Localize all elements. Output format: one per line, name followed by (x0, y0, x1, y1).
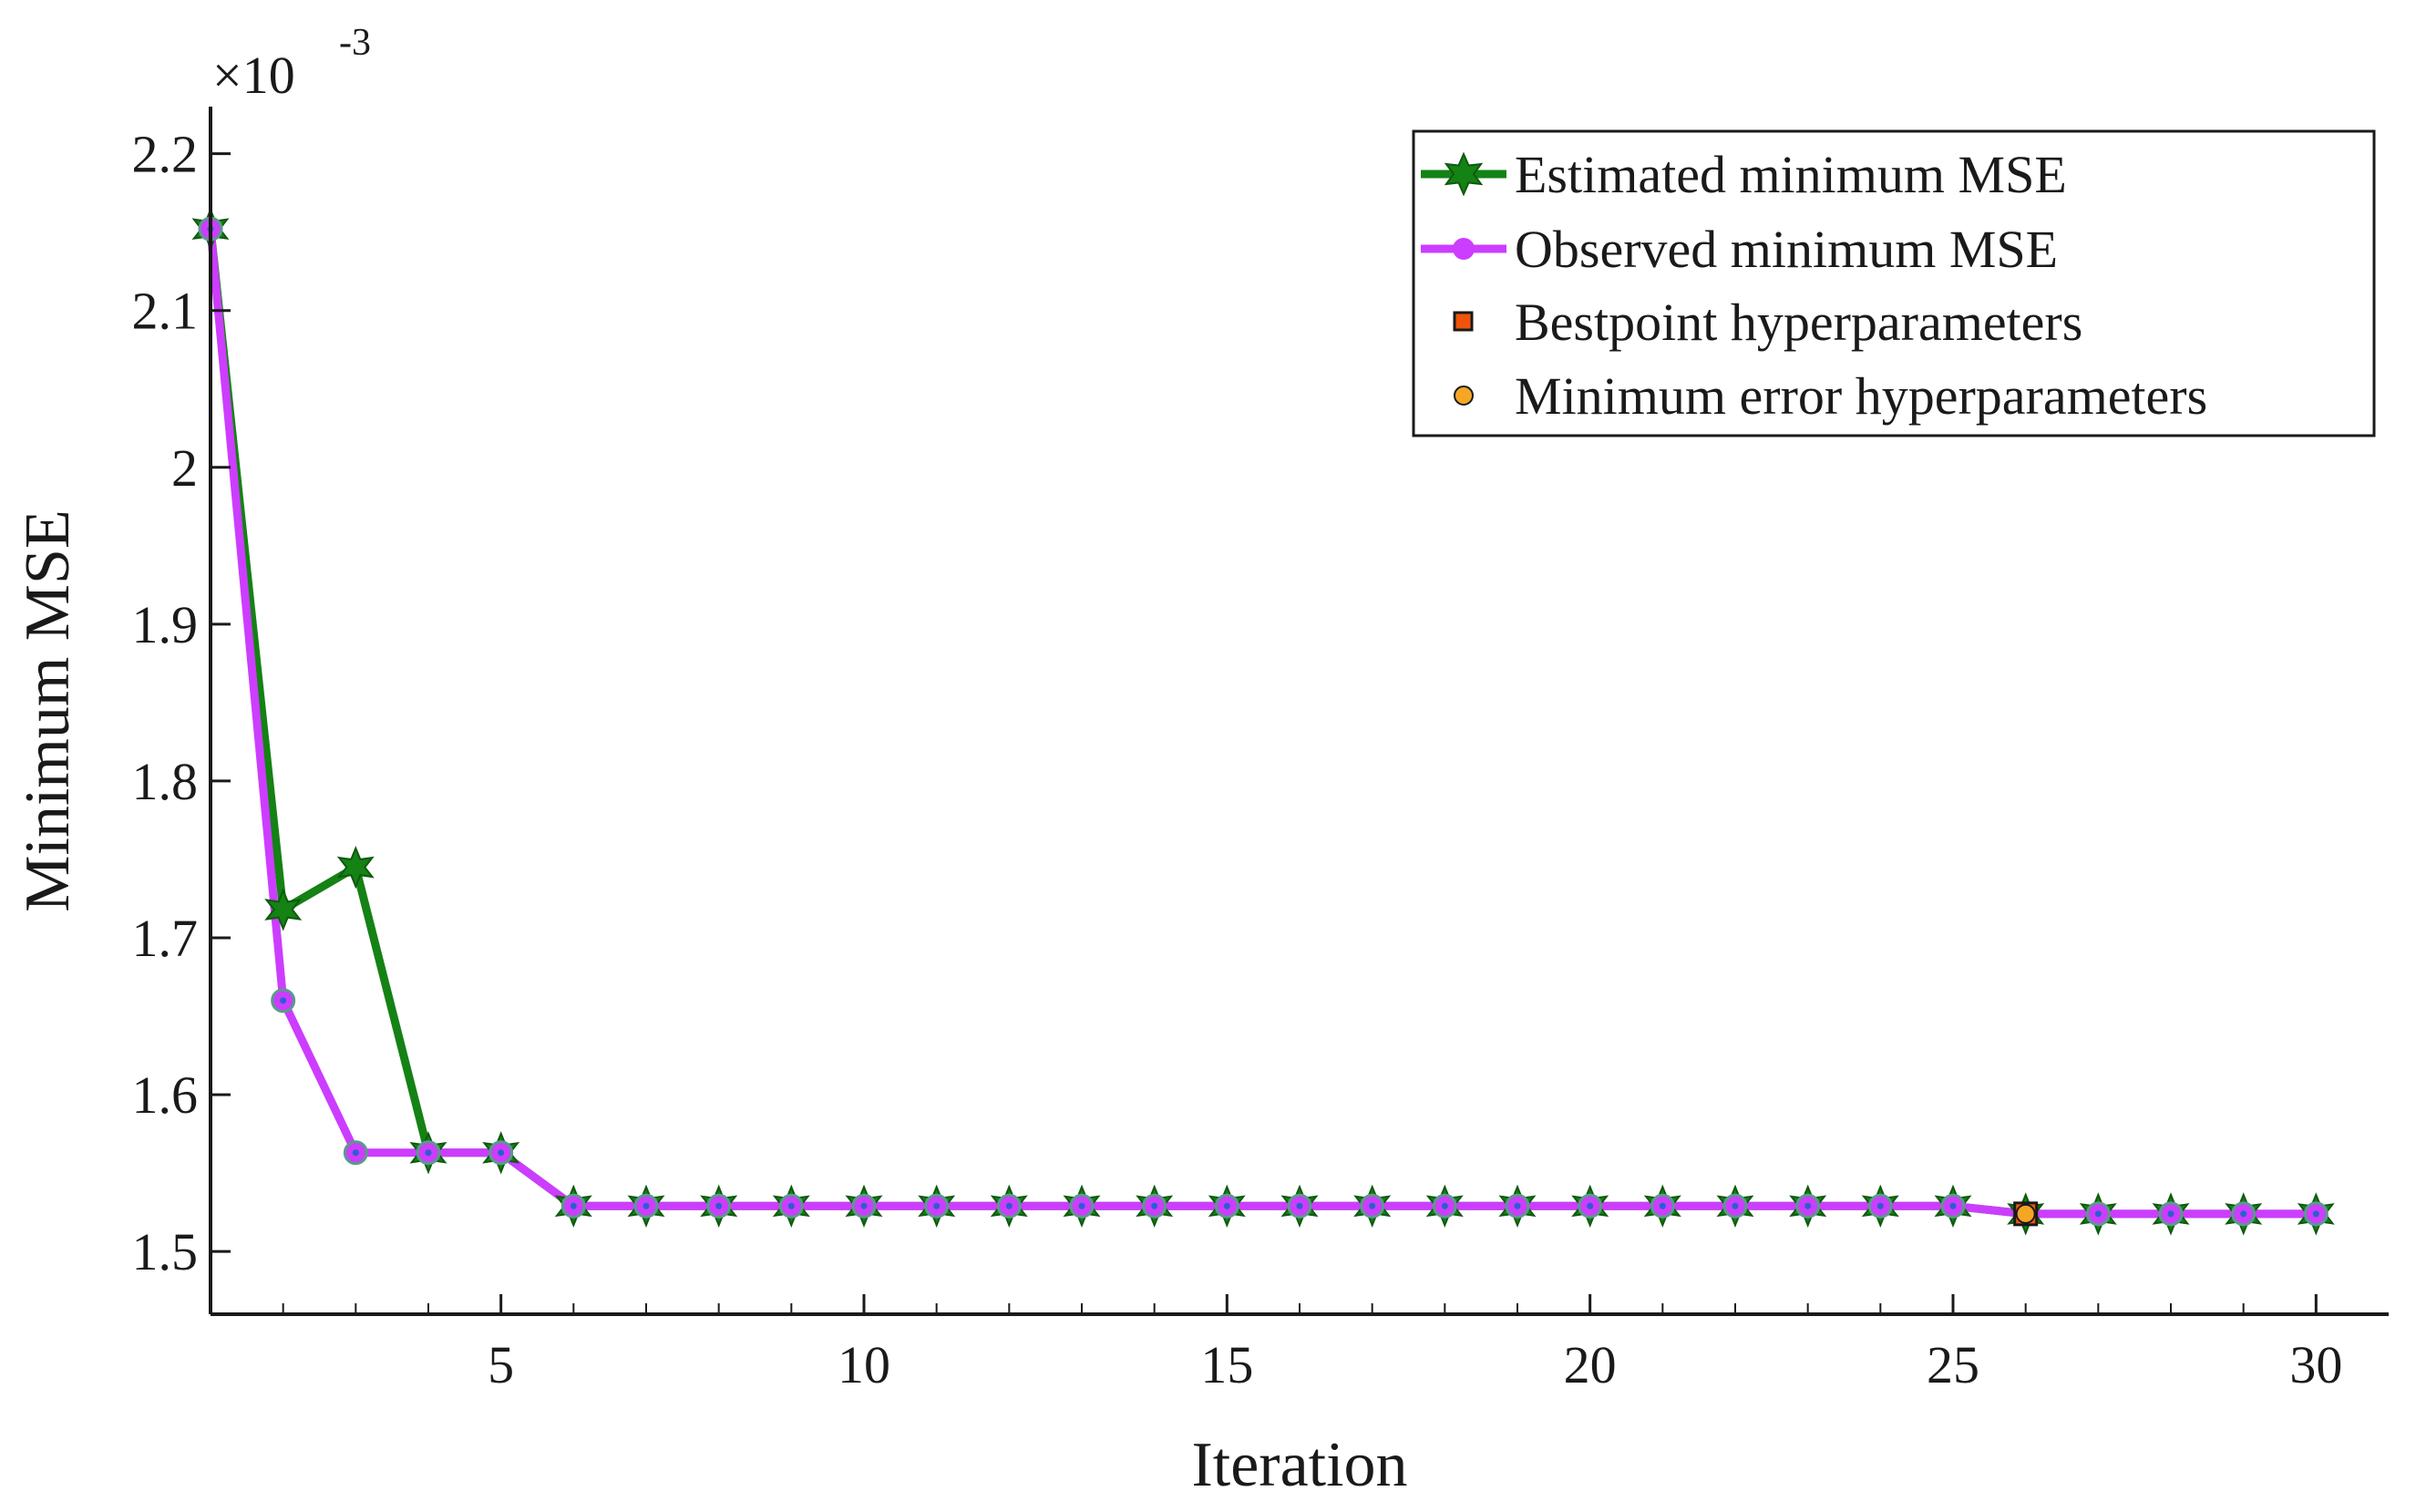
x-axis-title: Iteration (1191, 1430, 1407, 1500)
y-exponent-power: -3 (339, 22, 371, 64)
legend-estimated-label: Estimated minimum MSE (1515, 145, 2067, 204)
observed-point-center (570, 1202, 577, 1209)
y-tick-label: 1.6 (132, 1065, 199, 1125)
observed-point-center (1151, 1202, 1158, 1209)
observed-point-center (1949, 1202, 1957, 1209)
observed-point-center (2094, 1210, 2102, 1218)
observed-point-center (1441, 1202, 1448, 1209)
legend-estimated-marker (1444, 151, 1484, 197)
legend: Estimated minimum MSE Observed minimum M… (1412, 129, 2376, 437)
observed-point-center (498, 1149, 505, 1157)
observed-point-center (425, 1149, 432, 1157)
y-tick-label: 2.1 (132, 282, 199, 341)
estimated-point (336, 845, 375, 890)
observed-point-center (1876, 1202, 1884, 1209)
observed-point-center (1005, 1202, 1013, 1209)
estimated-point (264, 888, 303, 931)
observed-point-center (1587, 1202, 1594, 1209)
observed-point-center (2312, 1210, 2319, 1218)
observed-point-center (1659, 1202, 1666, 1209)
x-tick-label: 25 (1927, 1335, 1979, 1394)
observed-point-center (2240, 1210, 2247, 1218)
observed-point-center (352, 1149, 359, 1157)
legend-observed-marker (1453, 238, 1475, 260)
observed-point-center (643, 1202, 650, 1209)
x-tick-label: 20 (1564, 1335, 1617, 1394)
observed-point-center (280, 997, 287, 1004)
legend-bestpoint-marker (1453, 311, 1474, 332)
highlight-points-layer (2013, 1201, 2039, 1227)
x-tick-label: 15 (1200, 1335, 1253, 1394)
legend-minerror-marker (1454, 386, 1474, 406)
min-error-marker (2015, 1203, 2036, 1224)
legend-box (1412, 129, 2376, 437)
y-tick-label: 1.5 (132, 1222, 199, 1281)
y-tick-label: 2 (171, 438, 198, 498)
legend-minerror-label: Minimum error hyperparameters (1515, 366, 2207, 426)
observed-point-center (1078, 1202, 1085, 1209)
legend-observed-label: Observed minimum MSE (1515, 220, 2058, 279)
y-tick-label: 1.9 (132, 595, 199, 654)
observed-point-center (715, 1202, 723, 1209)
observed-point-center (2167, 1210, 2174, 1218)
observed-point-center (1296, 1202, 1303, 1209)
y-tick-label: 2.2 (132, 125, 199, 184)
y-ticks: 1.5 1.6 1.7 1.8 1.9 2 2.1 2.2 (132, 125, 231, 1281)
observed-point-center (933, 1202, 941, 1209)
y-axis-title: Minimum MSE (13, 509, 83, 911)
observed-point-center (1804, 1202, 1812, 1209)
x-tick-label: 30 (2289, 1335, 2342, 1394)
legend-bestpoint-label: Bestpoint hyperparameters (1515, 293, 2082, 352)
x-tick-label: 5 (488, 1335, 514, 1394)
x-tick-label: 10 (838, 1335, 890, 1394)
observed-point-center (787, 1202, 795, 1209)
y-tick-label: 1.7 (132, 909, 199, 968)
y-tick-label: 1.8 (132, 752, 199, 811)
observed-point-center (1514, 1202, 1521, 1209)
y-exponent-base: ×10 (212, 46, 295, 105)
observed-point-center (1369, 1202, 1376, 1209)
observed-point-center (860, 1202, 868, 1209)
x-ticks: 5 10 15 20 25 30 (210, 1294, 2342, 1394)
observed-point-center (1732, 1202, 1739, 1209)
observed-point-center (1223, 1202, 1230, 1209)
